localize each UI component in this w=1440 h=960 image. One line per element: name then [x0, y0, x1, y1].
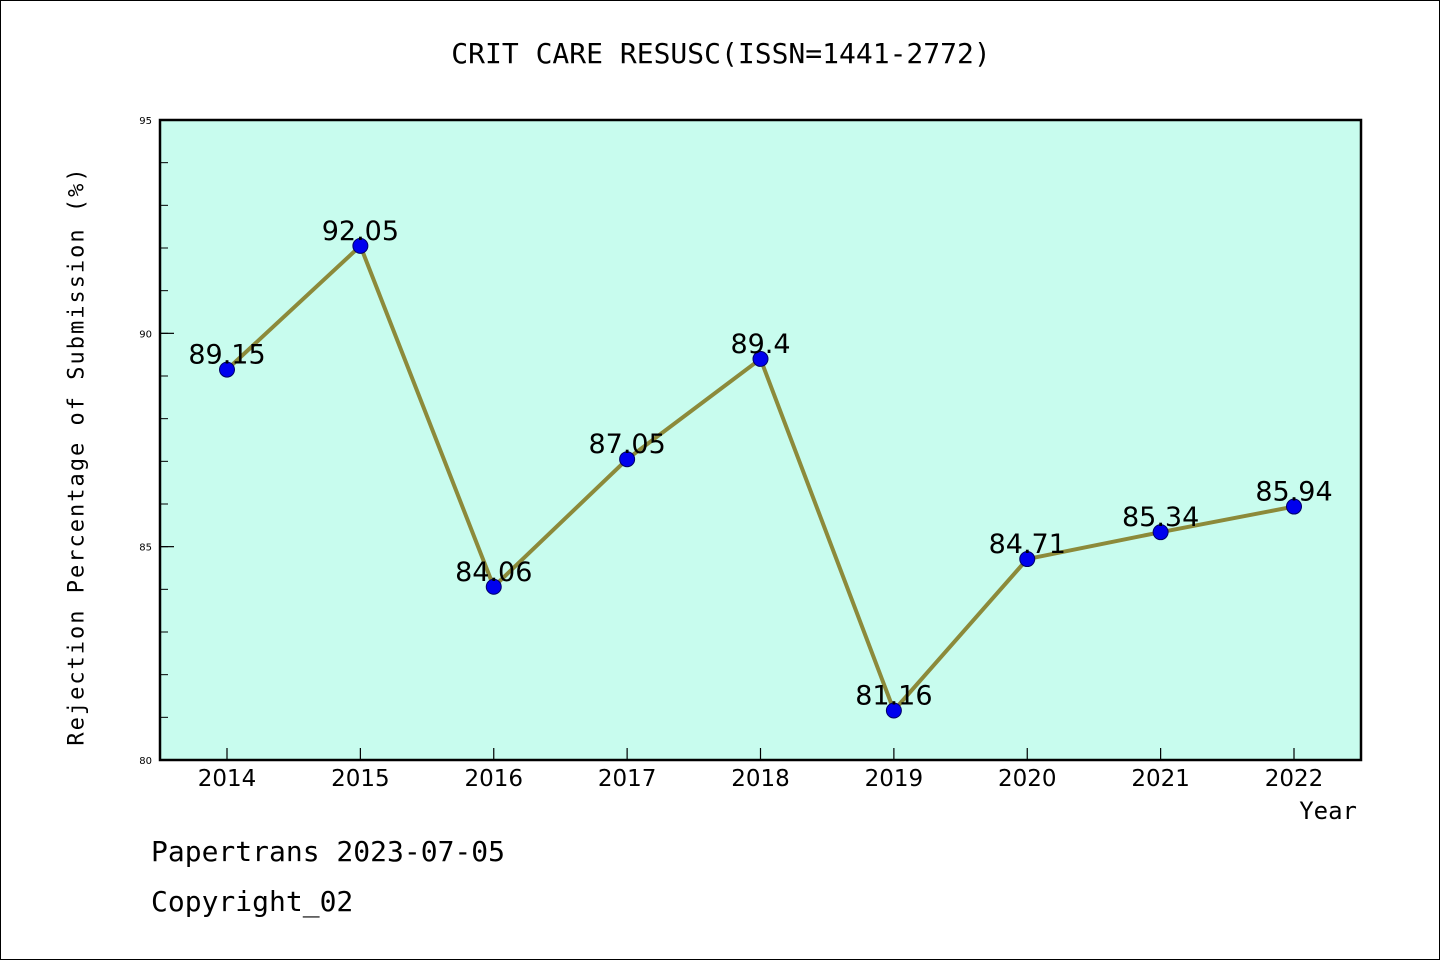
x-tick-label: 2015: [331, 766, 390, 792]
data-label: 81.16: [855, 681, 932, 712]
plot-area: [160, 120, 1361, 760]
y-tick-label: 85: [139, 543, 152, 554]
data-label: 92.05: [322, 216, 399, 247]
data-point: [1152, 524, 1169, 541]
y-tick-label: 80: [139, 756, 152, 767]
x-tick-label: 2014: [198, 766, 257, 792]
data-label: 84.71: [989, 529, 1066, 560]
data-label: 89.15: [188, 340, 265, 371]
data-point: [1019, 551, 1036, 568]
data-label: 85.34: [1122, 502, 1199, 533]
x-tick-label: 2019: [865, 766, 924, 792]
x-tick-label: 2016: [464, 766, 523, 792]
data-point: [485, 578, 502, 595]
x-tick-label: 2020: [998, 766, 1057, 792]
chart-title: CRIT CARE RESUSC(ISSN=1441-2772): [451, 37, 991, 70]
y-tick-label: 90: [139, 329, 152, 340]
x-tick-label: 2021: [1131, 766, 1190, 792]
data-point: [219, 361, 235, 378]
plot-border: [158, 118, 1363, 762]
data-label: 85.94: [1255, 477, 1332, 508]
data-point: [1286, 498, 1302, 515]
x-tick-label: 2018: [731, 766, 790, 792]
x-axis-label: Year: [1299, 797, 1357, 825]
data-label: 89.4: [730, 329, 790, 360]
footer-copyright-line: Copyright_02: [151, 885, 354, 918]
data-point: [885, 702, 902, 719]
data-point: [619, 451, 636, 468]
data-label: 84.06: [455, 557, 532, 588]
y-tick-label: 95: [139, 116, 152, 127]
x-tick-label: 2022: [1265, 766, 1324, 792]
footer-date-line: Papertrans 2023-07-05: [151, 835, 506, 868]
x-tick-label: 2017: [598, 766, 657, 792]
data-label: 87.05: [588, 429, 665, 460]
data-point: [752, 350, 769, 367]
data-point: [352, 237, 369, 254]
